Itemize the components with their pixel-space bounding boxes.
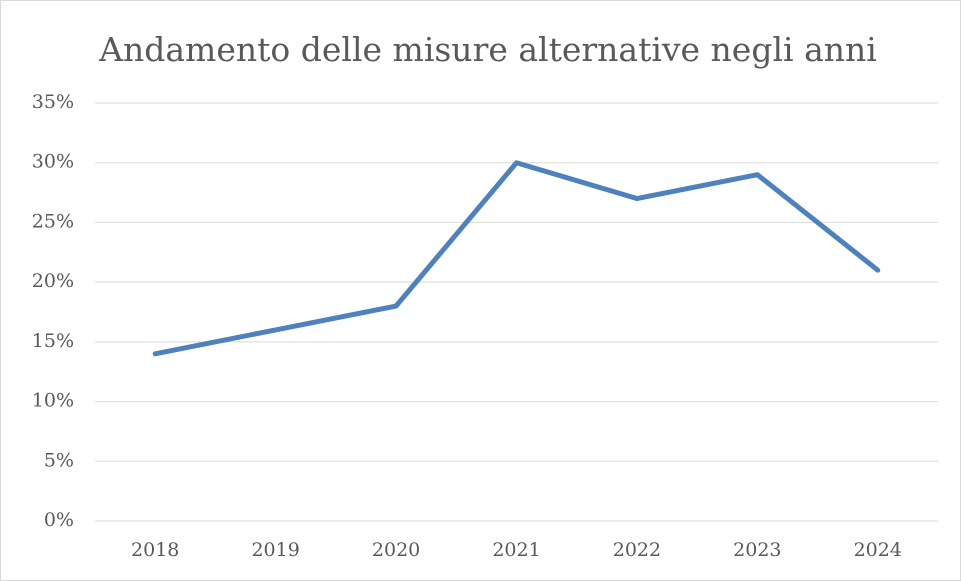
x-tick-label: 2020 <box>372 539 420 561</box>
x-tick-label: 2019 <box>251 539 299 561</box>
y-tick-label: 0% <box>44 509 74 531</box>
y-tick-label: 10% <box>32 390 74 412</box>
y-tick-label: 20% <box>32 270 74 292</box>
data-line <box>152 160 881 357</box>
y-tick-label: 35% <box>32 91 74 113</box>
x-tick-label: 2024 <box>854 539 902 561</box>
y-tick-label: 30% <box>32 151 74 173</box>
y-tick-label: 5% <box>44 449 74 471</box>
chart-title: Andamento delle misure alternative negli… <box>98 30 877 69</box>
x-tick-label: 2018 <box>131 539 179 561</box>
y-tick-label: 15% <box>32 330 74 352</box>
x-tick-label: 2023 <box>733 539 781 561</box>
x-tick-label: 2022 <box>613 539 661 561</box>
y-tick-label: 25% <box>32 210 74 232</box>
x-tick-label: 2021 <box>492 539 540 561</box>
